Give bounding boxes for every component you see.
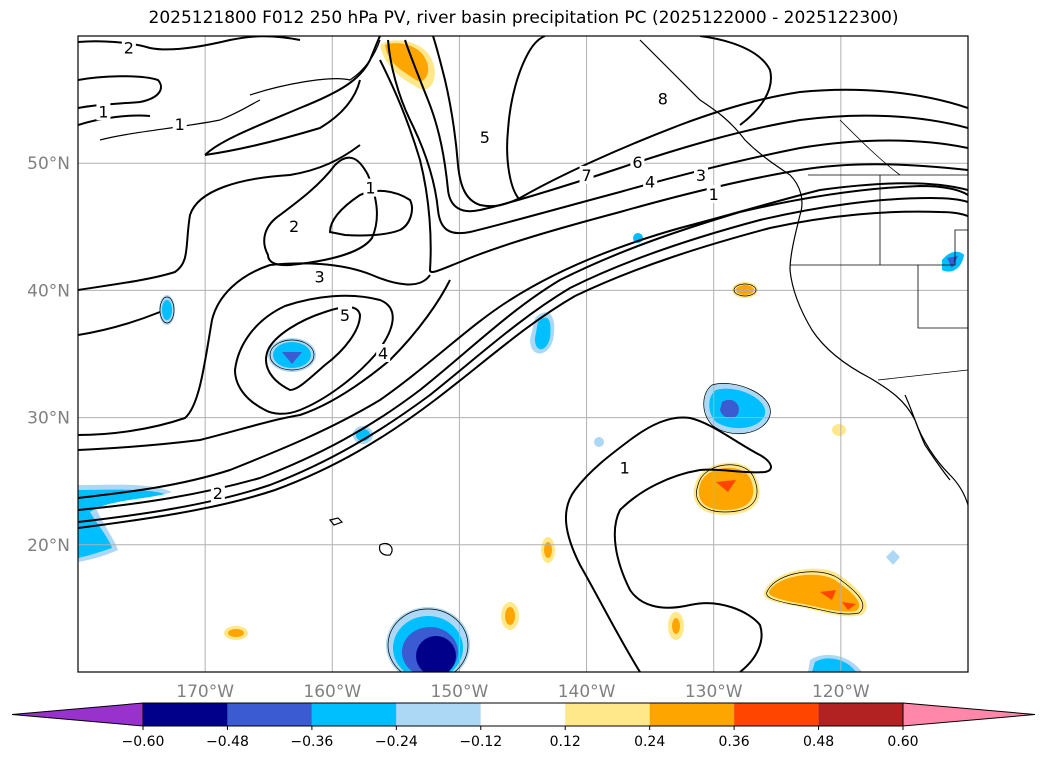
contour-label-bg — [643, 172, 658, 191]
colorbar-swatch — [734, 703, 819, 726]
colorbar-tick-label: 0.48 — [803, 734, 834, 750]
colorbar-swatch — [480, 703, 566, 726]
contour-label: 5 — [340, 306, 350, 325]
lon-tick-label: 140°W — [558, 682, 616, 702]
lon-tick-label: 150°W — [431, 682, 489, 702]
contour-label: 6 — [632, 153, 642, 172]
contour-label: 2 — [289, 217, 299, 236]
colorbar-tick-label: −0.48 — [206, 734, 249, 750]
lon-tick-label: 160°W — [303, 682, 361, 702]
colorbar-swatch — [818, 703, 903, 726]
contour-label-bg — [172, 115, 187, 134]
contour-label: 2 — [213, 484, 223, 503]
contour-label-bg — [376, 344, 391, 362]
lon-tick-label: 170°W — [176, 682, 234, 702]
colorbar-swatch — [143, 703, 228, 726]
contour-label-bg — [96, 102, 111, 121]
contour-label-bg — [579, 165, 594, 184]
pv-contours — [78, 36, 968, 672]
contour-label: 5 — [480, 128, 490, 147]
lat-tick-label: 30°N — [27, 409, 70, 429]
contour-label-bg — [655, 89, 670, 108]
contour-label-bg — [121, 38, 136, 57]
contour-label: 1 — [365, 179, 375, 198]
colorbar: −0.60 −0.48 −0.36 −0.24 −0.12 0.12 0.24 0.36 0.4… — [11, 702, 1036, 750]
contour-label-bg — [338, 305, 352, 324]
contour-label-bg — [363, 178, 378, 197]
colorbar-swatch — [396, 703, 481, 726]
colorbar-tick-label: −0.60 — [122, 734, 165, 750]
contour-label-bg — [617, 458, 632, 477]
colorbar-tick-label: 0.60 — [887, 734, 918, 750]
contour-label-bg — [706, 185, 721, 203]
contour-label-bg — [630, 153, 645, 172]
longitude-labels: 170°W 160°W 150°W 140°W 130°W 120°W — [176, 682, 870, 702]
contour-label-bg — [694, 165, 708, 184]
map-title: 2025121800 F012 250 hPa PV, river basin … — [148, 8, 899, 28]
contour-label: 1 — [175, 115, 185, 134]
contour-label: 1 — [709, 185, 719, 204]
contour-label-bg — [477, 127, 492, 146]
colorbar-swatch — [227, 703, 312, 726]
state-borders — [790, 119, 968, 381]
colorbar-tick-label: 0.12 — [550, 734, 581, 750]
colorbar-tick-label: −0.36 — [290, 734, 333, 750]
latitude-labels: 50°N 40°N 30°N 20°N — [27, 154, 70, 556]
contour-label: 3 — [314, 268, 324, 287]
lon-tick-label: 120°W — [812, 682, 870, 702]
colorbar-swatch — [311, 703, 397, 726]
contour-label-bg — [210, 483, 225, 502]
lat-tick-label: 20°N — [27, 536, 70, 556]
contour-label: 8 — [658, 90, 668, 109]
colorbar-extend-low — [11, 702, 144, 727]
lat-tick-label: 50°N — [27, 154, 70, 174]
map-frame — [77, 35, 969, 673]
colorbar-tick-label: −0.24 — [375, 734, 418, 750]
precip-shading — [78, 40, 964, 672]
colorbar-tick-label: 0.36 — [719, 734, 750, 750]
contour-label: 1 — [98, 102, 108, 121]
contour-label-bg — [312, 267, 327, 286]
colorbar-tick-label: −0.12 — [459, 734, 502, 750]
contour-label: 7 — [581, 166, 591, 185]
colorbar-extend-high — [902, 702, 1036, 727]
colorbar-swatch — [565, 703, 650, 726]
contour-label: 4 — [645, 172, 655, 191]
contour-label: 3 — [696, 166, 706, 185]
contour-label: 1 — [620, 458, 630, 477]
lat-tick-label: 40°N — [27, 281, 70, 301]
contour-label: 2 — [124, 39, 134, 58]
colorbar-tick-label: 0.24 — [634, 734, 665, 750]
colorbar-border — [143, 702, 903, 727]
contour-label-bg — [287, 216, 302, 235]
contour-label: 4 — [378, 344, 388, 363]
lon-tick-label: 130°W — [685, 682, 743, 702]
colorbar-swatch — [649, 703, 735, 726]
